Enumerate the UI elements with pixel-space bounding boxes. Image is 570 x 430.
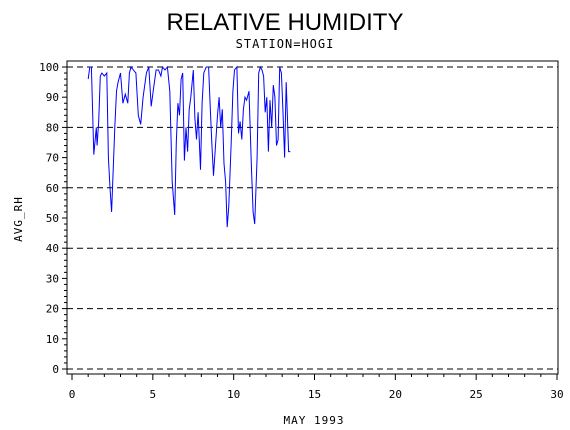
- x-tick-label-0: 0: [69, 388, 76, 401]
- x-axis: 0 5 10 15 20 25 30: [69, 374, 564, 401]
- y-tick-label-30: 30: [46, 272, 59, 285]
- grid-layer: [67, 66, 558, 370]
- x-axis-label: MAY 1993: [284, 414, 345, 427]
- x-tick-label-30: 30: [550, 388, 563, 401]
- y-tick-label-40: 40: [46, 242, 59, 255]
- y-tick-label-0: 0: [52, 363, 59, 376]
- chart-subtitle: STATION=HOGI: [236, 37, 335, 51]
- x-tick-label-15: 15: [308, 388, 321, 401]
- y-axis-label: AVG_RH: [12, 196, 25, 242]
- chart-title: RELATIVE HUMIDITY: [167, 9, 404, 36]
- y-tick-label-60: 60: [46, 182, 59, 195]
- y-tick-label-90: 90: [46, 91, 59, 104]
- y-axis: 0 10 20 30 40 50 60 70 80 90 100: [39, 61, 67, 376]
- y-tick-label-20: 20: [46, 303, 59, 316]
- humidity-series-line-0: [87, 65, 291, 228]
- x-tick-label-20: 20: [389, 388, 402, 401]
- y-tick-label-70: 70: [46, 152, 59, 165]
- y-tick-label-50: 50: [46, 212, 59, 225]
- x-tick-label-5: 5: [150, 388, 157, 401]
- y-tick-label-100: 100: [39, 61, 59, 74]
- x-tick-label-25: 25: [470, 388, 483, 401]
- plot-frame: [66, 60, 559, 375]
- y-tick-label-10: 10: [46, 333, 59, 346]
- x-tick-label-10: 10: [227, 388, 240, 401]
- y-tick-label-80: 80: [46, 121, 59, 134]
- series-layer: [87, 65, 291, 228]
